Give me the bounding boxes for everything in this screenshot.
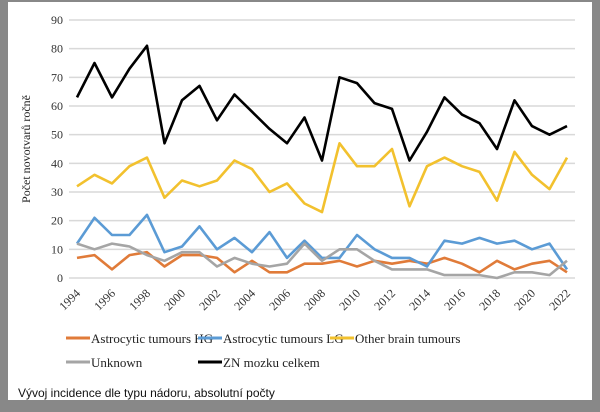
chart-frame: 0 10 20 30 40 50 60 70 80 90 1994 1996 1998 2000 2002 2…: [8, 2, 592, 400]
x-tick-label: 2020: [511, 286, 538, 313]
y-tick-label: 80: [51, 42, 63, 56]
x-tick-label: 2000: [161, 286, 188, 313]
x-tick-label: 1998: [126, 286, 153, 313]
y-tick-label: 0: [57, 271, 63, 285]
x-tick-label: 2004: [231, 286, 258, 313]
series-line-zn-mozku-celkem: [75, 44, 568, 162]
legend-label: ZN mozku celkem: [223, 355, 320, 370]
x-tick-label: 2010: [336, 286, 363, 313]
line-chart: 0 10 20 30 40 50 60 70 80 90 1994 1996 1998 2000 2002 2…: [19, 13, 575, 370]
x-tick-label: 2006: [266, 286, 293, 313]
x-tick-label: 2018: [476, 286, 503, 313]
y-axis-label: Počet novotvarů ročně: [19, 95, 33, 203]
chart-caption: Vývoj incidence dle typu nádoru, absolut…: [18, 386, 275, 400]
y-tick-label: 50: [51, 128, 63, 142]
y-tick-label: 40: [51, 156, 63, 170]
legend-label: Astrocytic tumours LG: [223, 331, 344, 346]
x-tick-label: 2002: [196, 286, 223, 313]
series-line-other-brain-tumours: [76, 142, 569, 214]
y-tick-label: 10: [51, 242, 63, 256]
y-tick-label: 90: [51, 13, 63, 27]
x-tick-label: 2016: [441, 286, 468, 313]
legend-label: Unknown: [91, 355, 143, 370]
x-tick-label: 2014: [406, 286, 433, 313]
x-tick-label: 1994: [56, 286, 83, 313]
series-line-astrocytic-tumours-lg: [75, 213, 569, 271]
legend-label: Other brain tumours: [355, 331, 460, 346]
x-tick-label: 2008: [301, 286, 328, 313]
y-tick-label: 60: [51, 99, 63, 113]
y-tick-label: 70: [51, 70, 63, 84]
series-line-astrocytic-tumours-hg: [76, 250, 568, 274]
y-tick-label: 30: [51, 185, 63, 199]
x-tick-label: 2022: [546, 286, 573, 313]
legend-label: Astrocytic tumours HG: [91, 331, 213, 346]
x-tick-label: 2012: [371, 286, 398, 313]
series-line-unknown: [76, 242, 568, 280]
y-tick-label: 20: [51, 214, 63, 228]
x-tick-label: 1996: [91, 286, 118, 313]
